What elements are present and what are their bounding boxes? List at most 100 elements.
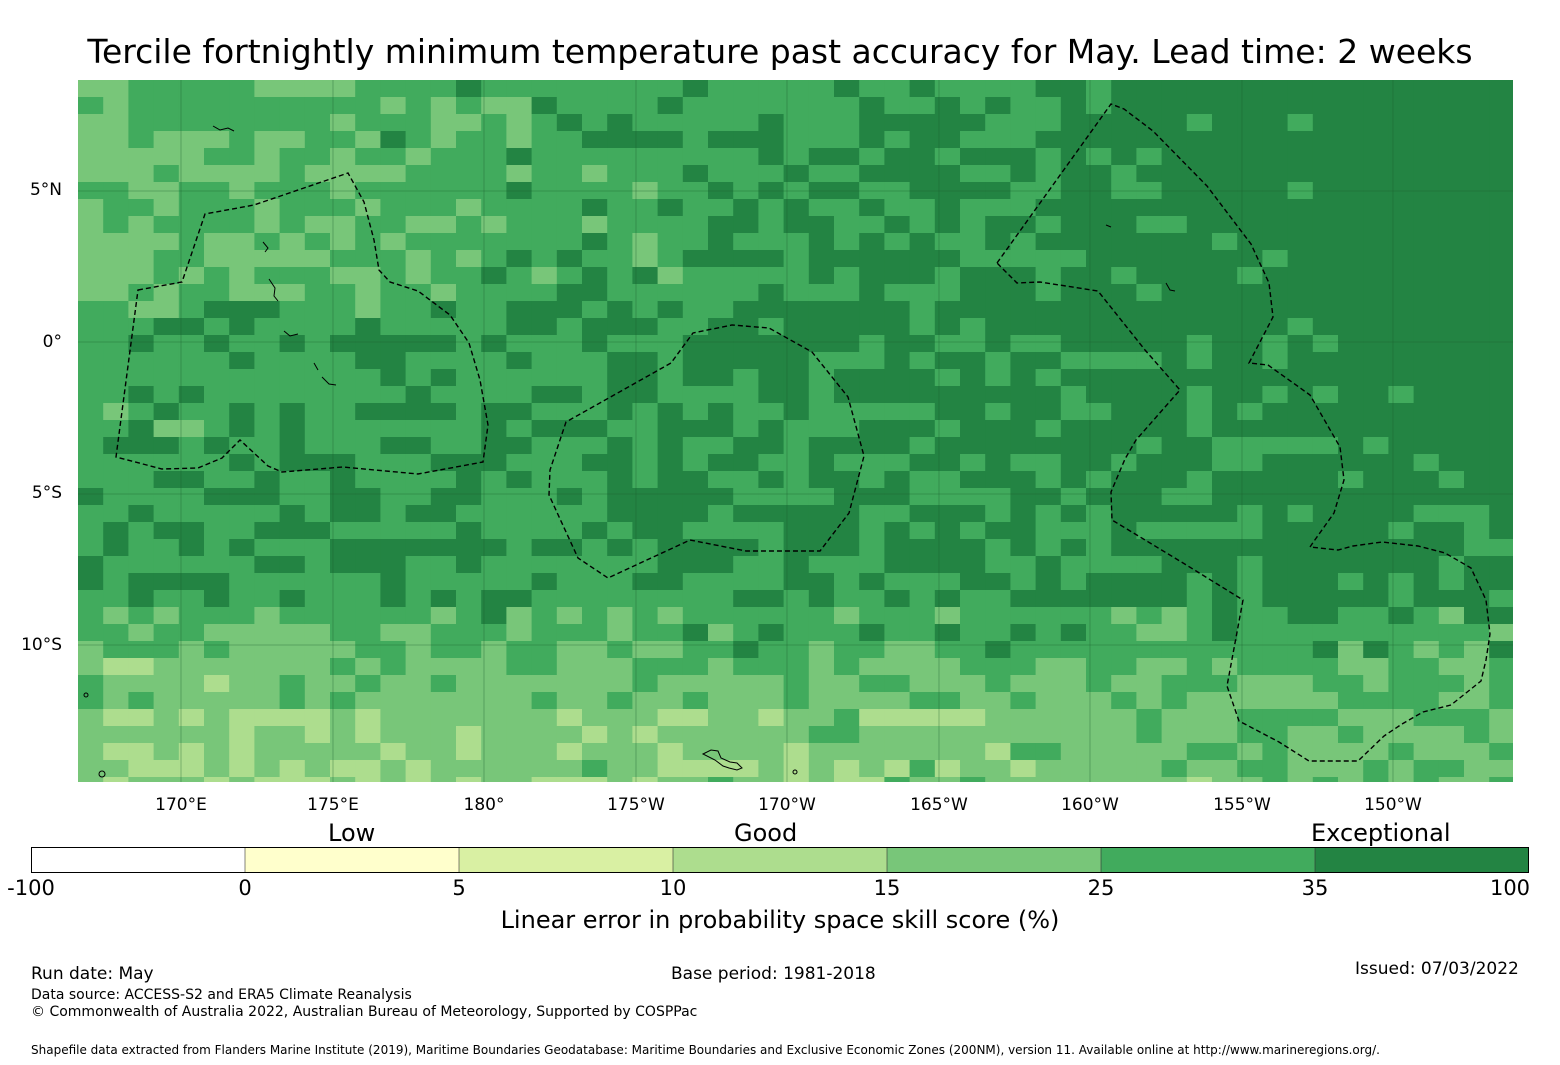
map-cell <box>733 709 759 727</box>
map-cell <box>1010 369 1037 387</box>
map-cell <box>481 709 507 727</box>
map-cell <box>1464 216 1490 234</box>
map-cell <box>1438 488 1465 506</box>
map-cell <box>1186 80 1213 98</box>
map-cell <box>153 301 180 319</box>
issued-date: Issued: 07/03/2022 <box>1355 959 1519 979</box>
map-cell <box>1388 148 1415 166</box>
map-cell <box>1161 539 1188 557</box>
map-cell <box>1035 386 1062 404</box>
map-cell <box>304 352 331 370</box>
map-cell <box>556 233 583 251</box>
map-cell <box>355 233 381 251</box>
map-cell <box>582 454 608 472</box>
map-cell <box>909 318 936 336</box>
map-cell <box>405 352 432 370</box>
map-cell <box>1212 760 1238 778</box>
map-cell <box>834 301 860 319</box>
map-cell <box>758 403 785 421</box>
map-cell <box>1489 335 1513 353</box>
map-cell <box>884 250 911 268</box>
map-cell <box>506 267 533 285</box>
map-cell <box>1338 590 1364 608</box>
map-cell <box>556 505 583 523</box>
map-cell <box>1010 624 1037 642</box>
map-cell <box>178 709 205 727</box>
map-cell <box>985 573 1011 591</box>
map-cell <box>657 369 684 387</box>
map-cell <box>1086 709 1112 727</box>
map-cell <box>380 573 407 591</box>
map-cell <box>934 505 961 523</box>
map-cell <box>934 148 961 166</box>
map-cell <box>808 301 835 319</box>
map-cell <box>1161 454 1188 472</box>
map-cell <box>355 471 381 489</box>
map-cell <box>985 352 1011 370</box>
map-cell <box>1111 335 1137 353</box>
map-cell <box>607 539 633 557</box>
map-cell <box>682 624 709 642</box>
map-cell <box>1464 114 1490 132</box>
map-cell <box>1363 709 1389 727</box>
map-cell <box>1338 488 1364 506</box>
map-cell <box>1363 114 1389 132</box>
map-cell <box>355 522 381 540</box>
map-cell <box>1489 97 1513 115</box>
map-cell <box>1161 522 1188 540</box>
map-cell <box>1438 97 1465 115</box>
map-cell <box>103 726 129 744</box>
map-cell <box>1338 352 1364 370</box>
map-cell <box>1388 471 1415 489</box>
map-cell <box>808 607 835 625</box>
map-cell <box>153 352 180 370</box>
map-cell <box>1262 709 1289 727</box>
map-cell <box>128 114 155 132</box>
map-cell <box>657 760 684 778</box>
map-cell <box>430 709 457 727</box>
map-cell <box>405 743 432 761</box>
map-cell <box>909 97 936 115</box>
map-cell <box>909 505 936 523</box>
map-cell <box>758 454 785 472</box>
map-cell <box>279 301 306 319</box>
map-cell <box>1413 454 1440 472</box>
map-cell <box>355 148 381 166</box>
map-cell <box>1338 454 1364 472</box>
map-cell <box>1312 369 1339 387</box>
map-cell <box>128 420 155 438</box>
map-cell <box>380 131 407 149</box>
map-cell <box>556 199 583 217</box>
map-cell <box>1212 675 1238 693</box>
map-cell <box>103 692 129 710</box>
map-cell <box>758 250 785 268</box>
map-cell <box>430 148 457 166</box>
map-cell <box>1413 777 1440 782</box>
map-cell <box>1060 335 1087 353</box>
map-cell <box>204 573 230 591</box>
map-cell <box>204 607 230 625</box>
map-cell <box>254 352 281 370</box>
map-cell <box>1186 641 1213 659</box>
map-cell <box>1338 182 1364 200</box>
map-cell <box>229 267 255 285</box>
map-cell <box>884 760 911 778</box>
map-cell <box>1060 386 1087 404</box>
map-cell <box>405 590 432 608</box>
map-cell <box>481 539 507 557</box>
map-cell <box>1438 369 1465 387</box>
map-cell <box>582 352 608 370</box>
map-cell <box>1086 471 1112 489</box>
map-cell <box>1161 148 1188 166</box>
map-cell <box>1161 743 1188 761</box>
map-cell <box>1338 437 1364 455</box>
map-cell <box>556 318 583 336</box>
map-cell <box>909 114 936 132</box>
map-cell <box>1060 454 1087 472</box>
map-cell <box>1212 743 1238 761</box>
map-cell <box>506 97 533 115</box>
map-cell <box>178 403 205 421</box>
map-cell <box>834 760 860 778</box>
map-cell <box>153 335 180 353</box>
map-cell <box>1312 131 1339 149</box>
